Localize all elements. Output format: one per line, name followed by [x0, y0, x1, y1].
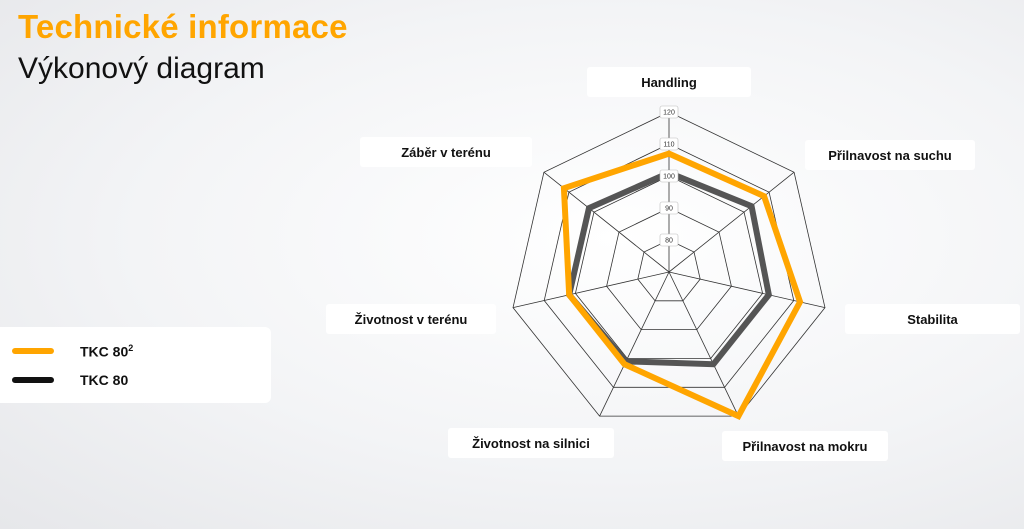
axis-label: Přilnavost na suchu: [805, 140, 975, 170]
axis-label: Stabilita: [845, 304, 1020, 334]
grid-spoke: [668, 271, 739, 417]
svg-text:90: 90: [665, 206, 673, 213]
legend-item-tkc80: TKC 80: [12, 372, 128, 388]
legend-item-tkc80-2: TKC 802: [12, 343, 133, 360]
radar-ticks: 80 90 100 110 120: [659, 105, 679, 247]
svg-text:Životnost na silnici: Životnost na silnici: [472, 436, 590, 451]
tick-label: 110: [659, 137, 679, 151]
legend-label: TKC 802: [80, 343, 134, 360]
axis-label: Přilnavost na mokru: [722, 431, 888, 461]
grid-ring: [606, 207, 732, 331]
tick-label: 120: [659, 105, 679, 119]
svg-text:80: 80: [665, 238, 673, 245]
page-subtitle: Výkonový diagram: [18, 52, 265, 85]
grid-spoke: [512, 271, 670, 308]
tick-label: 80: [659, 233, 679, 247]
radar-series: [560, 150, 804, 421]
radar-grid: [512, 111, 826, 417]
tick-label: 100: [659, 169, 679, 183]
svg-text:120: 120: [663, 110, 675, 117]
legend-swatch-orange: [12, 348, 54, 355]
grid-ring: [574, 175, 764, 359]
svg-text:100: 100: [663, 174, 675, 181]
grid-spoke: [599, 271, 670, 417]
tick-label: 90: [659, 201, 679, 215]
series-line: [565, 169, 773, 368]
legend-label: TKC 80: [80, 372, 129, 388]
legend: TKC 802 TKC 80: [0, 327, 271, 403]
svg-text:Přilnavost na mokru: Přilnavost na mokru: [743, 439, 868, 454]
axis-label: Životnost v terénu: [326, 304, 496, 334]
axis-label: Životnost na silnici: [448, 428, 614, 458]
legend-swatch-black: [12, 377, 54, 383]
svg-text:Přilnavost na suchu: Přilnavost na suchu: [828, 148, 952, 163]
svg-text:Stabilita: Stabilita: [907, 312, 958, 327]
svg-text:110: 110: [663, 142, 674, 149]
svg-text:Životnost v terénu: Životnost v terénu: [355, 312, 468, 327]
grid-ring: [512, 111, 826, 417]
grid-spoke: [668, 171, 795, 273]
svg-text:Záběr v terénu: Záběr v terénu: [401, 145, 491, 160]
axis-label: Handling: [587, 67, 751, 97]
series-line: [560, 150, 804, 421]
svg-text:Handling: Handling: [641, 75, 697, 90]
grid-ring: [637, 239, 701, 302]
axis-label: Záběr v terénu: [360, 137, 532, 167]
radar-axis-labels: Handling Přilnavost na suchu Stabilita Přil…: [326, 67, 1020, 461]
page-title: Technické informace: [18, 8, 348, 45]
